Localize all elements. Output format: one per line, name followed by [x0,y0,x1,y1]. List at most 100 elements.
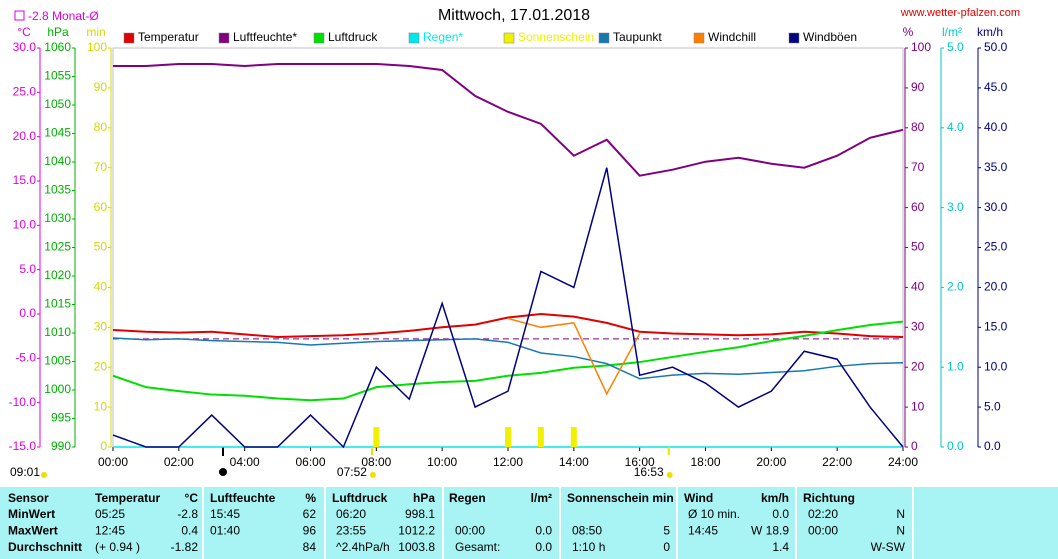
y-tick-label: 80 [94,120,108,134]
axis-unit: °C [17,25,31,39]
axis-unit: % [903,25,914,39]
y-tick-label: 1005 [44,354,71,368]
y-tick-label: 35.0 [984,160,1008,174]
y-tick-label: 4.0 [947,120,964,134]
table-header: °C [185,491,199,505]
axis-unit: hPa [47,25,69,39]
table-header: Regen [449,491,486,505]
legend-label: Windböen [803,30,857,44]
table-header: km/h [761,491,789,505]
table-cell: 01:40 [210,524,240,538]
table-header: Sonnenschein min [567,491,674,505]
table-cell: -2.8 [177,507,198,521]
y-tick-label: 1015 [44,297,71,311]
y-tick-label: 0.0 [984,439,1001,453]
y-tick-label: 1000 [44,382,71,396]
y-tick-label: 0.0 [19,306,36,320]
y-tick-label: 1040 [44,154,71,168]
chart-title: Mittwoch, 17.01.2018 [438,7,590,24]
x-tick-label: 06:00 [295,455,325,469]
table-cell: 02:20 [808,507,838,521]
y-tick-label: 5.0 [947,40,964,54]
y-tick-label: 10.0 [984,359,1008,373]
table-header: Luftfeuchte [210,491,276,505]
y-tick-label: 1.0 [947,359,964,373]
sunshine-bar [537,427,544,447]
x-tick-label: 02:00 [164,455,194,469]
series-line [112,167,904,449]
table-cell: Ø 10 min. [688,507,740,521]
y-tick-label: 100 [911,40,931,54]
table-cell: 0.4 [181,524,198,538]
table-cell: 14:45 [688,524,718,538]
y-tick-label: 20.0 [13,129,37,143]
y-tick-label: 5.0 [19,262,36,276]
axis-unit: l/m² [942,25,962,39]
table-cell: 62 [303,507,317,521]
reference-label: -2.8 Monat-Ø [28,9,99,23]
x-tick-label: 16:00 [625,455,655,469]
y-tick-label: 3.0 [947,200,964,214]
y-tick-label: 1050 [44,97,71,111]
table-cell: 84 [303,540,317,554]
y-tick-label: 45.0 [984,80,1008,94]
y-tick-label: 1020 [44,268,71,282]
table-cell: 00:00 [808,524,838,538]
legend-swatch [693,32,705,44]
table-cell: 1:10 h [572,540,605,554]
sunshine-bar [570,427,577,447]
table-cell: W-SW [871,540,906,554]
table-cell: 0.0 [772,507,789,521]
table-cell: 0 [663,540,670,554]
moon-icon [219,468,227,476]
y-tick-label: 50.0 [984,40,1008,54]
legend-swatch [218,32,230,44]
y-tick-label: 40 [911,280,925,294]
y-tick-label: 90 [94,80,108,94]
y-tick-label: -10.0 [9,395,37,409]
y-tick-label: 1030 [44,211,71,225]
reference-legend-box [14,10,25,21]
sunshine-bar [373,427,380,447]
y-tick-label: 20 [911,359,925,373]
x-tick-label: 04:00 [230,455,260,469]
y-tick-label: 5.0 [984,399,1001,413]
legend-label: Windchill [708,30,756,44]
x-tick-label: 22:00 [822,455,852,469]
axis-unit: min [86,25,105,39]
table-cell: W 18.9 [751,524,789,538]
source: www.wetter-pfalzen.com [900,7,1020,19]
y-tick-label: 1055 [44,69,71,83]
table-header: hPa [413,491,435,505]
legend-label: Luftfeuchte* [233,30,297,44]
legend-swatch [123,32,135,44]
x-tick-label: 18:00 [690,455,720,469]
table-cell: Gesamt: [455,540,500,554]
y-tick-label: 15.0 [984,319,1008,333]
table-cell: 0.0 [535,524,552,538]
y-tick-label: 25.0 [13,85,37,99]
sun-icon [41,472,47,478]
y-tick-label: 60 [911,200,925,214]
y-tick-label: 90 [911,80,925,94]
row-label: MinWert [8,507,55,521]
y-tick-label: 30 [911,319,925,333]
table-cell: 15:45 [210,507,240,521]
table-cell: 06:20 [336,507,366,521]
sunshine-bar [505,427,511,447]
legend-swatch [313,32,325,44]
table-cell: 1012.2 [398,524,435,538]
table-cell: 1.4 [772,540,789,554]
y-tick-label: 15.0 [13,173,37,187]
legend-label: Luftdruck [328,30,378,44]
table-cell: 12:45 [95,524,125,538]
x-tick-label: 24:00 [888,455,918,469]
table-background [0,487,1058,559]
table-cell: 998.1 [405,507,435,521]
astro-sun [369,472,376,478]
y-tick-label: 0 [100,439,107,453]
x-tick-label: 14:00 [559,455,589,469]
y-tick-label: 0.0 [947,439,964,453]
y-tick-label: 1045 [44,126,71,140]
table-cell: 1003.8 [398,540,435,554]
